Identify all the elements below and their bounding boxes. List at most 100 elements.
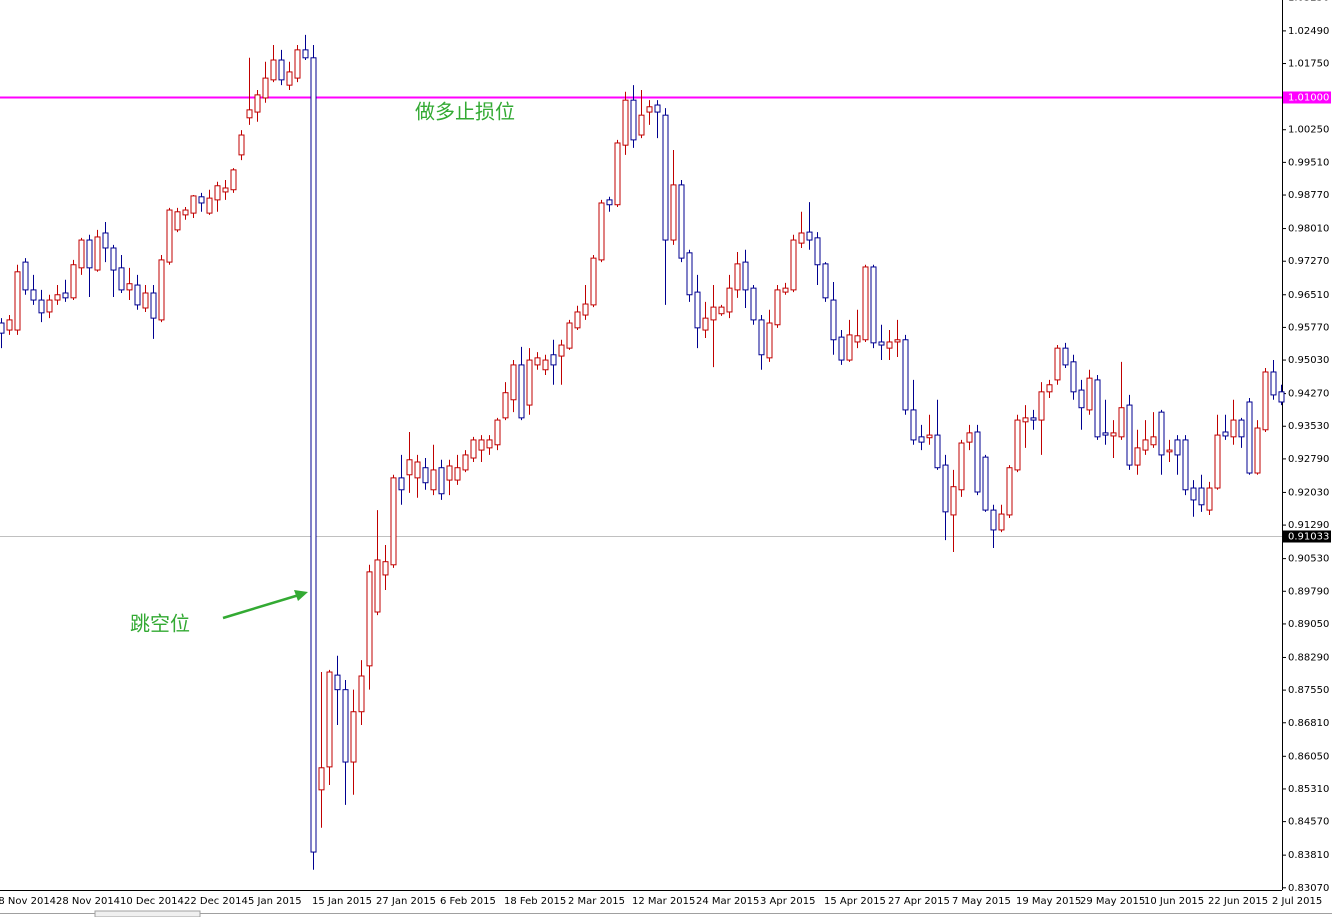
candle-body	[982, 456, 989, 511]
candle-body	[518, 364, 525, 419]
candle-body	[494, 419, 501, 446]
y-tick-label: 0.83070	[1288, 883, 1329, 894]
candle	[1254, 420, 1261, 475]
candle-body	[414, 461, 421, 479]
y-tick-label: 0.85310	[1288, 784, 1329, 795]
candle	[38, 289, 45, 323]
candle	[478, 435, 485, 462]
candle-body	[446, 465, 453, 481]
y-tick-label: 0.87550	[1288, 685, 1329, 696]
candle	[134, 274, 141, 310]
candle	[1206, 481, 1213, 515]
candle	[1142, 420, 1149, 455]
x-tick-label: 27 Jan 2015	[376, 896, 436, 907]
candle	[302, 34, 309, 61]
candle	[254, 90, 261, 122]
candle	[582, 285, 589, 320]
candle-body	[1102, 432, 1109, 436]
candle-body	[1166, 449, 1173, 453]
y-tick-label: 0.89050	[1288, 619, 1329, 630]
y-tick-label: 0.98770	[1288, 190, 1329, 201]
candle	[854, 309, 861, 349]
candle	[30, 274, 37, 305]
y-tick-label: 0.83810	[1288, 850, 1329, 861]
candle-body	[1222, 431, 1229, 437]
candle-body	[0, 322, 5, 334]
candle-body	[310, 57, 317, 853]
candle	[798, 211, 805, 248]
candle-body	[1094, 379, 1101, 438]
candle	[934, 399, 941, 470]
candle	[558, 339, 565, 385]
candle-body	[622, 99, 629, 146]
annotation: 跳空位	[130, 612, 190, 636]
candle	[342, 679, 349, 805]
candle-body	[798, 232, 805, 244]
candle-body	[1174, 439, 1181, 456]
candle	[110, 244, 117, 297]
candle-body	[1270, 371, 1277, 396]
y-tick-label: 0.94270	[1288, 389, 1329, 400]
candle	[846, 319, 853, 362]
candle	[718, 304, 725, 316]
candle	[94, 229, 101, 272]
x-tick-label: 10 Jun 2015	[1144, 896, 1204, 907]
candle	[542, 354, 549, 376]
candle-body	[326, 671, 333, 768]
candle	[1102, 399, 1109, 445]
candle-body	[806, 231, 813, 241]
candle	[1214, 414, 1221, 490]
candle	[918, 424, 925, 451]
candle	[1046, 379, 1053, 399]
candle	[534, 352, 541, 370]
candle-body	[662, 114, 669, 241]
candle-body	[614, 142, 621, 206]
candle-body	[1062, 347, 1069, 366]
candle	[14, 264, 21, 335]
candle-body	[1038, 391, 1045, 421]
candle	[190, 195, 197, 218]
candle-body	[1030, 417, 1037, 421]
candle-body	[694, 291, 701, 329]
price-label-box	[1283, 91, 1331, 104]
candle	[862, 264, 869, 342]
candle-body	[1134, 447, 1141, 466]
candle	[998, 504, 1005, 533]
candle-body	[790, 239, 797, 291]
y-tick-label: 0.92030	[1288, 487, 1329, 498]
candle-body	[590, 257, 597, 306]
x-tick-label: 15 Apr 2015	[824, 896, 886, 907]
y-tick-label: 0.95770	[1288, 322, 1329, 333]
candle-body	[286, 71, 293, 86]
candle	[1078, 379, 1085, 430]
candle	[1086, 369, 1093, 415]
candle	[646, 100, 653, 125]
candle	[486, 435, 493, 455]
candle-body	[894, 339, 901, 343]
candle-body	[638, 114, 645, 136]
candle	[334, 655, 341, 725]
candle-body	[830, 299, 837, 341]
y-tick-label: 1.01750	[1288, 59, 1329, 70]
candle-body	[1054, 347, 1061, 381]
x-tick-label: 5 Jan 2015	[248, 896, 302, 907]
candle	[310, 45, 317, 870]
candle-body	[238, 134, 245, 156]
candle-body	[598, 202, 605, 261]
candle-body	[646, 106, 653, 113]
candle	[990, 504, 997, 549]
candle	[1006, 465, 1013, 519]
candle-body	[334, 674, 341, 691]
candle	[670, 150, 677, 245]
candle-body	[398, 477, 405, 491]
candle	[710, 285, 717, 368]
candle	[758, 315, 765, 370]
candle	[1134, 429, 1141, 475]
candle	[246, 57, 253, 125]
candle-body	[478, 439, 485, 451]
candle-body	[94, 236, 101, 271]
candle	[1246, 398, 1253, 475]
candle	[126, 267, 133, 301]
candle	[198, 192, 205, 212]
